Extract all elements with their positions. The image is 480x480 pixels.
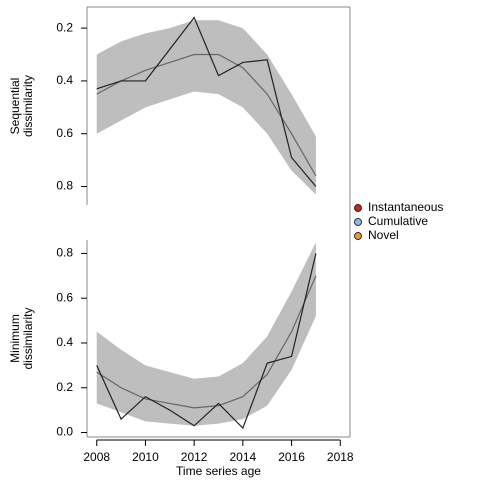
series-line [96, 16, 317, 187]
x-tick-label: 2010 [132, 450, 159, 464]
y-tick-label: 0.0 [56, 425, 73, 439]
y-axis-label: dissimilarity [21, 75, 35, 137]
y-tick-label: 0.4 [56, 335, 73, 349]
y-tick-label: 0.8 [56, 246, 73, 260]
x-axis-label: Time series age [176, 464, 261, 478]
series-line [96, 253, 317, 430]
legend-label: Instantaneous [368, 200, 443, 214]
y-tick-label: 0.2 [56, 380, 73, 394]
y-tick-label: 0.6 [56, 126, 73, 140]
x-tick-label: 2012 [181, 450, 208, 464]
legend-swatch [354, 204, 362, 212]
x-tick-label: 2016 [278, 450, 305, 464]
series-line [96, 275, 317, 409]
legend-swatch [354, 232, 362, 240]
legend-label: Cumulative [368, 214, 428, 228]
y-tick-label: 0.6 [56, 290, 73, 304]
y-axis-label: dissimilarity [21, 307, 35, 369]
x-tick-label: 2018 [327, 450, 354, 464]
y-tick-label: 0.8 [56, 179, 73, 193]
x-tick-label: 2014 [230, 450, 257, 464]
legend-label: Novel [368, 228, 399, 242]
legend-swatch [354, 218, 362, 226]
y-tick-label: 0.4 [56, 73, 73, 87]
y-axis-label: Minimum [8, 314, 22, 363]
series-line [96, 53, 317, 177]
y-axis-label: Sequential [8, 78, 22, 135]
confidence-band [96, 20, 316, 195]
y-tick-label: 0.2 [56, 20, 73, 34]
x-tick-label: 2008 [83, 450, 110, 464]
confidence-band [96, 242, 316, 426]
